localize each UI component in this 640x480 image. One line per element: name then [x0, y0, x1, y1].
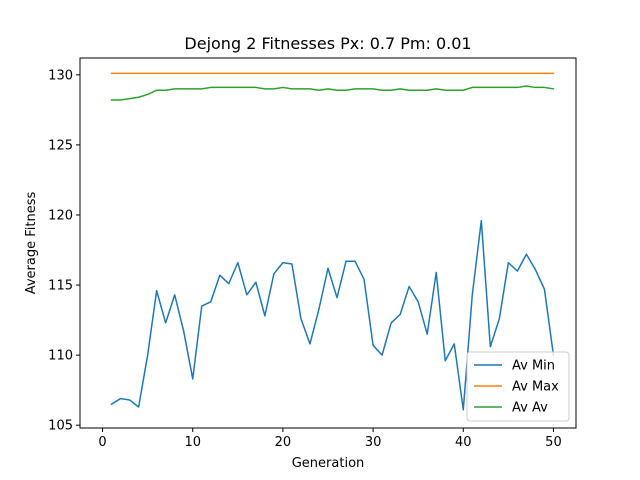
series-line-av-av — [110, 85, 555, 101]
y-tick-label: 110 — [48, 349, 73, 364]
chart-title: Dejong 2 Fitnesses Px: 0.7 Pm: 0.01 — [184, 34, 471, 53]
legend-label: Av Av — [512, 401, 548, 416]
legend-label: Av Min — [512, 359, 555, 374]
x-axis: 0 10 20 30 40 50 — [98, 428, 562, 450]
legend-box — [466, 351, 570, 422]
x-tick-label: 40 — [455, 435, 472, 450]
x-tick-label: 10 — [184, 435, 201, 450]
series-layer — [110, 72, 555, 411]
x-tick-label: 30 — [365, 435, 382, 450]
y-tick-label: 125 — [48, 138, 73, 153]
y-axis: 105 110 115 120 125 130 — [48, 68, 80, 434]
x-axis-label: Generation — [292, 456, 365, 471]
legend-label: Av Max — [512, 380, 559, 395]
y-tick-label: 105 — [48, 419, 73, 434]
x-tick-label: 20 — [275, 435, 292, 450]
plot-frame — [79, 57, 577, 429]
x-tick-label: 0 — [98, 435, 106, 450]
x-tick-label: 50 — [545, 435, 562, 450]
y-tick-label: 120 — [48, 208, 73, 223]
series-line-av-min — [110, 219, 555, 411]
legend: Av Min Av Max Av Av — [466, 351, 570, 422]
y-tick-label: 130 — [48, 68, 73, 83]
y-tick-label: 115 — [48, 279, 73, 294]
y-axis-label: Average Fitness — [24, 192, 39, 295]
